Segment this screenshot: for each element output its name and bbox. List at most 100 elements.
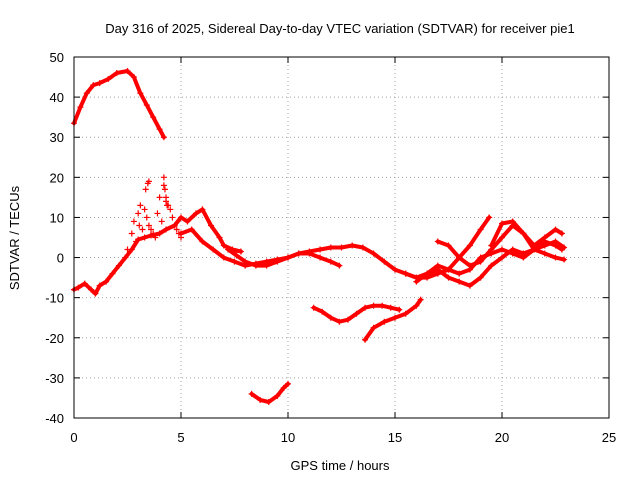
data-point [456, 278, 463, 285]
data-point [370, 324, 377, 331]
data-point [115, 262, 122, 269]
data-point [499, 254, 505, 261]
scatter-point [137, 202, 144, 209]
data-point [237, 248, 244, 255]
data-point [434, 262, 441, 269]
data-point [207, 222, 214, 229]
data-point [225, 246, 232, 253]
data-point [509, 250, 516, 257]
axis-ticks: 0 5 10 15 20 25 -40 -30 -20 -10 0 10 20 30 40 50 [45, 50, 616, 445]
data-point [295, 250, 302, 257]
data-point [417, 296, 424, 303]
scatter-point [161, 186, 168, 193]
data-point [143, 102, 150, 109]
data-point [265, 398, 272, 405]
y-tick-label: -20 [45, 331, 64, 346]
data-point [362, 336, 369, 343]
scatter-point [175, 230, 182, 237]
data-point [319, 308, 326, 315]
y-tick-label: 20 [50, 170, 64, 185]
series-line [249, 381, 290, 404]
data-point [88, 286, 95, 293]
data-point [477, 254, 484, 261]
data-point [499, 234, 505, 241]
data-point [103, 278, 110, 285]
data-point [359, 244, 366, 251]
data-point [558, 230, 565, 237]
data-point [445, 266, 452, 273]
y-tick-label: 10 [50, 210, 64, 225]
data-point [456, 254, 463, 261]
data-point [75, 284, 82, 291]
data-point [392, 314, 398, 321]
data-point [344, 316, 351, 323]
scatter-point [136, 222, 143, 229]
data-point [77, 104, 84, 111]
data-point [327, 314, 334, 321]
data-point [156, 230, 163, 237]
scatter-point [145, 178, 152, 185]
data-point [413, 278, 420, 285]
data-point [541, 234, 548, 241]
scatter-point [163, 194, 170, 201]
data-point [192, 210, 199, 217]
data-point [285, 254, 291, 261]
data-point [349, 242, 356, 249]
y-tick-label: -10 [45, 291, 64, 306]
y-tick-label: 40 [50, 90, 64, 105]
x-tick-label: 5 [177, 430, 184, 445]
data-point [379, 302, 386, 309]
data-point [220, 242, 227, 249]
series-arc-11 [488, 218, 568, 253]
data-point [184, 218, 191, 225]
series-arc-4 [225, 246, 343, 269]
series-arc-7 [362, 296, 424, 343]
x-tick-label: 10 [281, 430, 295, 445]
data-point [248, 390, 255, 397]
data-point [541, 250, 548, 257]
data-point [336, 262, 343, 269]
scatter-point [124, 246, 131, 253]
scatter-point [139, 226, 146, 233]
scatter-point [148, 226, 155, 233]
scatter-point [167, 206, 174, 213]
data-point [362, 304, 369, 311]
data-point [83, 90, 90, 97]
data-point [96, 80, 103, 87]
scatter-point [156, 194, 163, 201]
series-line [72, 69, 166, 140]
data-point [137, 90, 144, 97]
data-point [122, 254, 129, 261]
scatter-point [145, 222, 152, 229]
scatter-point [160, 174, 167, 181]
series-arc-1 [71, 68, 167, 141]
series-line [226, 247, 342, 268]
x-tick-label: 25 [602, 430, 616, 445]
y-tick-label: 50 [50, 50, 64, 65]
data-point [370, 250, 377, 257]
data-point [531, 246, 538, 253]
data-point [156, 126, 163, 133]
data-point [327, 258, 334, 265]
data-point [188, 226, 195, 233]
data-point [113, 70, 120, 77]
data-point [445, 242, 452, 249]
scatter-point [142, 186, 149, 193]
data-point [336, 318, 343, 325]
data-point [210, 246, 217, 253]
x-tick-label: 0 [70, 430, 77, 445]
y-tick-label: -40 [45, 411, 64, 426]
data-point [160, 134, 167, 141]
data-point [561, 256, 568, 263]
scatter-point [135, 210, 142, 217]
data-point [124, 68, 131, 75]
data-point [310, 304, 317, 311]
data-point [257, 396, 264, 403]
data-point [552, 238, 559, 245]
data-point [274, 258, 281, 265]
data-point [488, 250, 495, 257]
data-point [499, 220, 505, 227]
data-point [263, 262, 270, 269]
data-point [216, 234, 223, 241]
x-axis-label: GPS time / hours [291, 458, 390, 473]
